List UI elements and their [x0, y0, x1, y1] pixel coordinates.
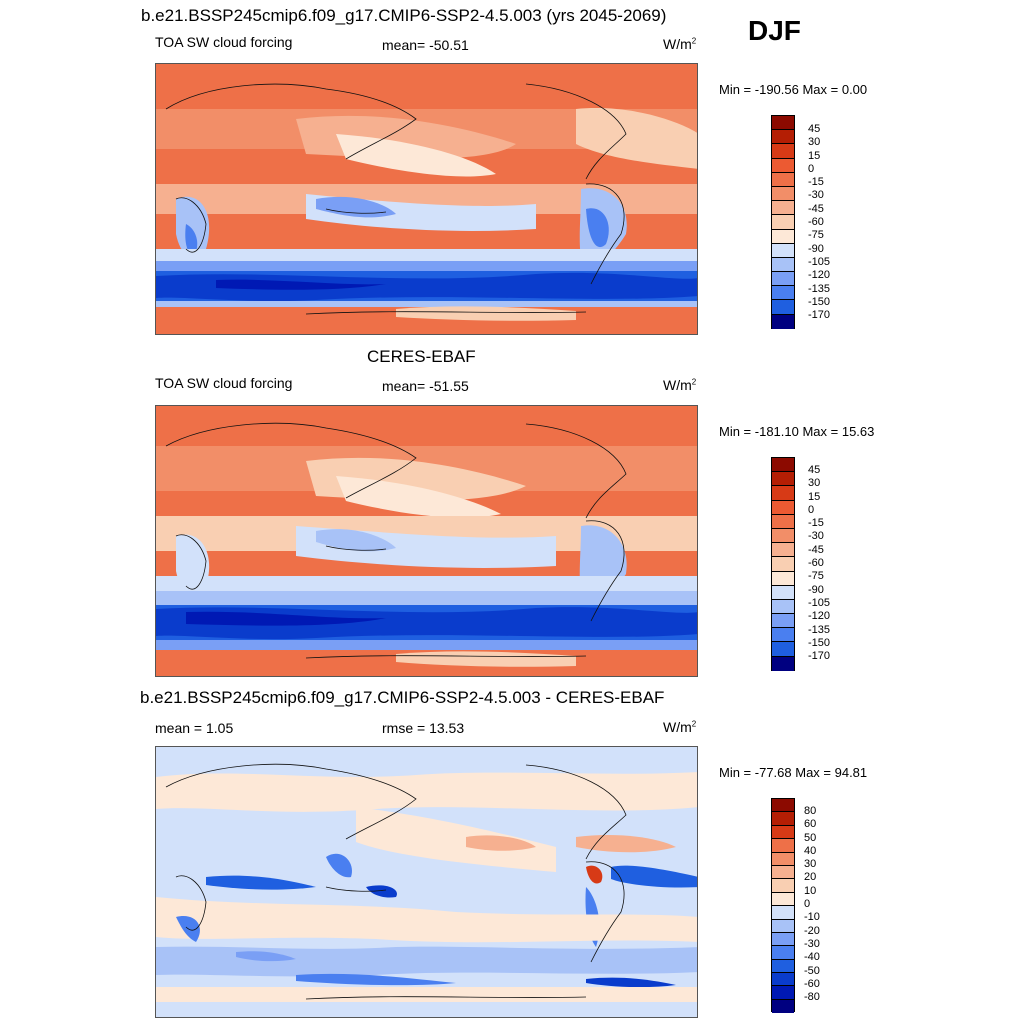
colorbar-tick: 60 [804, 818, 817, 831]
colorbar-tick: -170 [808, 309, 831, 322]
panel-2-colorbar [771, 457, 795, 671]
colorbar-tick: -150 [808, 295, 831, 308]
panel-3-map [155, 746, 698, 1018]
panel-1-colorbar-ticks: 45 30 15 0 -15 -30 -45 -60 -75 -90 -105 -120 -135 -15… [808, 123, 830, 322]
colorbar-tick: -105 [808, 596, 831, 609]
panel-3-mean-label: mean = 1.05 [155, 720, 234, 736]
panel-1-min-max: Min = -190.56 Max = 0.00 [719, 82, 868, 97]
colorbar-tick: -150 [808, 636, 831, 649]
panel-3-title: b.e21.BSSP245cmip6.f09_g17.CMIP6-SSP2-4.… [140, 688, 665, 707]
colorbar-tick: -15 [808, 176, 824, 189]
panel-3-map-field [156, 747, 697, 1017]
colorbar-tick: 0 [808, 503, 815, 516]
colorbar-tick: -15 [808, 517, 824, 530]
colorbar-tick: 40 [804, 844, 817, 857]
panel-2-min-max: Min = -181.10 Max = 15.63 [719, 424, 875, 439]
panel-2-variable-label: TOA SW cloud forcing [155, 375, 293, 391]
colorbar-tick: -20 [804, 924, 820, 937]
colorbar-tick: -60 [808, 557, 824, 570]
panel-3-rmse-label: rmse = 13.53 [382, 720, 465, 736]
panel-3-colorbar [771, 798, 795, 1014]
panel-2-title: CERES-EBAF [367, 347, 476, 366]
colorbar-tick: 30 [808, 136, 821, 149]
colorbar-tick: 20 [804, 871, 817, 884]
colorbar-tick: 30 [804, 858, 817, 871]
colorbar-tick: 15 [808, 149, 821, 162]
colorbar-tick: -105 [808, 255, 831, 268]
panel-2-map-field [156, 406, 697, 676]
colorbar-tick: 0 [808, 162, 815, 175]
colorbar-tick: -30 [808, 530, 824, 543]
colorbar-tick: -45 [808, 543, 824, 556]
panel-2-colorbar-ticks: 45 30 15 0 -15 -30 -45 -60 -75 -90 -105 -120 -135 -15… [808, 464, 830, 663]
panel-2-units: W/m2 [663, 377, 697, 393]
colorbar-tick: -30 [804, 937, 820, 950]
colorbar-tick: -10 [804, 911, 820, 924]
colorbar-tick: -75 [808, 229, 824, 242]
colorbar-tick: -135 [808, 282, 831, 295]
colorbar-tick: -120 [808, 610, 831, 623]
panel-2-mean-label: mean= -51.55 [382, 378, 469, 394]
panel-1-map-field [156, 64, 697, 334]
panel-1-mean-label: mean= -50.51 [382, 37, 469, 53]
colorbar-tick: -75 [808, 570, 824, 583]
colorbar-tick: -90 [808, 583, 824, 596]
colorbar-tick: 50 [804, 831, 817, 844]
colorbar-tick: 45 [808, 464, 821, 476]
season-label: DJF [748, 15, 801, 46]
colorbar-tick: 10 [804, 884, 817, 897]
colorbar-tick: -50 [804, 964, 820, 977]
colorbar-tick: 0 [804, 898, 811, 911]
colorbar-tick: -40 [804, 951, 820, 964]
colorbar-tick: -45 [808, 202, 824, 215]
panel-3-min-max: Min = -77.68 Max = 94.81 [719, 765, 868, 780]
colorbar-tick: -80 [804, 991, 820, 1004]
panel-1-variable-label: TOA SW cloud forcing [155, 34, 293, 50]
panel-1-colorbar [771, 115, 795, 329]
colorbar-tick: -60 [808, 216, 824, 229]
colorbar-tick: 30 [808, 477, 821, 490]
colorbar-tick: 15 [808, 490, 821, 503]
colorbar-tick: -170 [808, 650, 831, 663]
colorbar-tick: -135 [808, 623, 831, 636]
colorbar-tick: 80 [804, 805, 817, 817]
panel-1-units: W/m2 [663, 36, 697, 52]
colorbar-tick: -30 [808, 189, 824, 202]
panel-1-title: b.e21.BSSP245cmip6.f09_g17.CMIP6-SSP2-4.… [141, 6, 667, 25]
colorbar-tick: -120 [808, 269, 831, 282]
panel-2-map [155, 405, 698, 677]
panel-3-units: W/m2 [663, 719, 697, 735]
colorbar-tick: 45 [808, 123, 821, 135]
panel-3-colorbar-ticks: 80 60 50 40 30 20 10 0 -10 -20 -30 -40 -50 -60 -80 [804, 805, 820, 1004]
panel-1-map [155, 63, 698, 335]
colorbar-tick: -90 [808, 242, 824, 255]
colorbar-tick: -60 [804, 977, 820, 990]
